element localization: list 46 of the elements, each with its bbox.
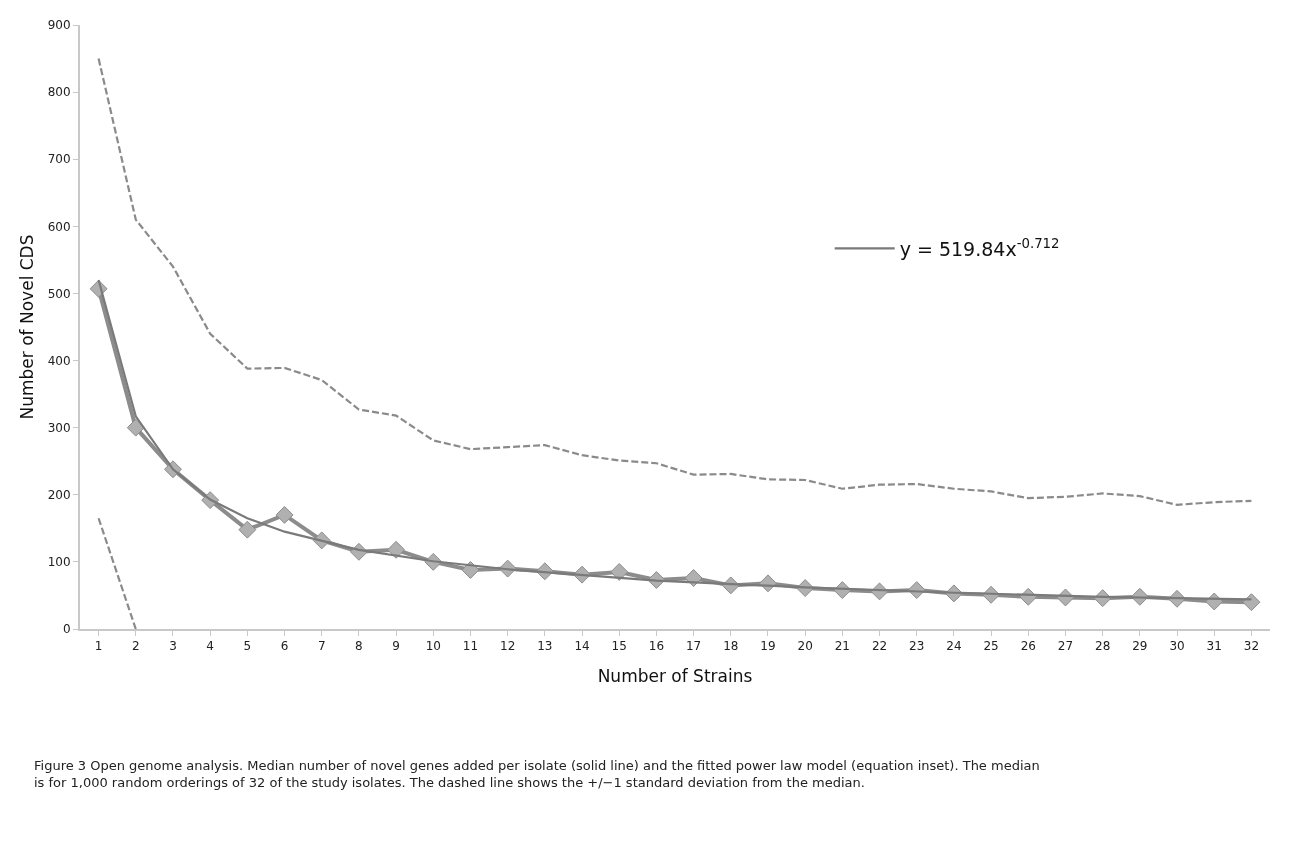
- x-tick-label: 10: [425, 639, 441, 654]
- x-tick-label: 7: [317, 639, 326, 654]
- x-tick-label: 28: [1095, 639, 1111, 654]
- x-tick-label: 14: [574, 639, 590, 654]
- y-tick-label: 800: [47, 85, 71, 100]
- x-tick-label: 5: [243, 639, 252, 654]
- x-tick-label: 16: [648, 639, 665, 654]
- x-tick-label: 25: [983, 639, 999, 654]
- x-tick-label: 8: [355, 639, 363, 654]
- y-tick-label: 400: [47, 353, 71, 368]
- y-tick-label: 700: [47, 152, 71, 167]
- x-tick-label: 29: [1132, 639, 1148, 654]
- y-tick-label: 300: [47, 420, 71, 435]
- x-tick-label: 6: [280, 639, 289, 654]
- x-tick-label: 12: [500, 639, 516, 654]
- x-tick-label: 30: [1169, 639, 1185, 654]
- x-tick-label: 1: [94, 639, 103, 654]
- y-tick-label: 900: [47, 18, 71, 33]
- legend-label: y = 519.84x$^{-0.712}$: [899, 235, 1060, 260]
- x-tick-label: 22: [871, 639, 888, 654]
- caption: Figure 3 Open genome analysis. Median number of novel genes added per isolate (solid line) and the fitted power law model (equation inset). The median is for 1,000 random orderings of 32 of the study isolates. The dashed line shows the +/−1 standard deviation from the median.: [34, 758, 1040, 790]
- x-tick-label: 20: [797, 639, 813, 654]
- y-tick-label: 0: [62, 622, 71, 637]
- x-tick-label: 18: [723, 639, 739, 654]
- x-tick-label: 27: [1057, 639, 1074, 654]
- x-tick-label: 23: [909, 639, 925, 654]
- x-tick-label: 26: [1020, 639, 1036, 654]
- x-axis-title: Number of Strains: [597, 666, 753, 687]
- y-tick-label: 600: [47, 219, 71, 234]
- x-tick-label: 9: [392, 639, 400, 654]
- x-tick-label: 31: [1206, 639, 1222, 654]
- x-tick-label: 4: [206, 639, 214, 654]
- x-tick-label: 13: [537, 639, 553, 654]
- x-tick-label: 19: [760, 639, 776, 654]
- x-tick-label: 24: [946, 639, 962, 654]
- y-tick-label: 200: [47, 487, 71, 502]
- x-tick-label: 32: [1243, 639, 1260, 654]
- y-tick-label: 100: [47, 555, 71, 570]
- y-axis-title: Number of Novel CDS: [16, 234, 37, 420]
- x-tick-label: 3: [169, 639, 177, 654]
- x-tick-label: 15: [611, 639, 627, 654]
- x-tick-label: 17: [685, 639, 702, 654]
- x-tick-label: 21: [834, 639, 850, 654]
- x-tick-label: 11: [462, 639, 479, 654]
- x-tick-label: 2: [131, 639, 140, 654]
- y-tick-label: 500: [47, 286, 71, 301]
